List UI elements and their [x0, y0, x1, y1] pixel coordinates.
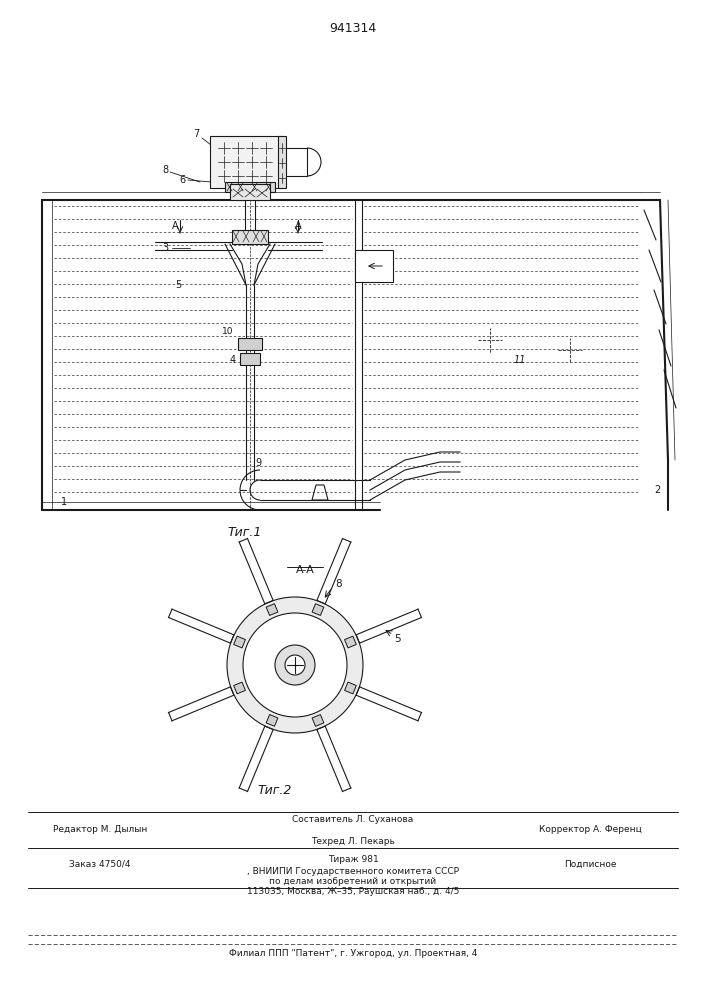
Text: 10: 10 — [222, 328, 234, 336]
Text: 941314: 941314 — [329, 21, 377, 34]
Text: Заказ 4750/4: Заказ 4750/4 — [69, 859, 131, 868]
Text: 2: 2 — [654, 485, 660, 495]
Text: 8: 8 — [162, 165, 168, 175]
Polygon shape — [266, 604, 278, 615]
Text: 1: 1 — [61, 497, 67, 507]
Text: 113035, Москва, Ж–35, Раушская наб., д. 4/5: 113035, Москва, Ж–35, Раушская наб., д. … — [247, 888, 459, 896]
Circle shape — [275, 645, 315, 685]
Polygon shape — [312, 604, 324, 615]
Bar — [278, 136, 286, 188]
Text: Подписное: Подписное — [563, 859, 617, 868]
Bar — [232, 230, 268, 244]
Polygon shape — [344, 682, 356, 694]
Polygon shape — [234, 682, 245, 694]
Text: 11: 11 — [514, 355, 526, 365]
Circle shape — [285, 655, 305, 675]
Text: A: A — [172, 221, 178, 231]
Circle shape — [227, 597, 363, 733]
Bar — [240, 353, 260, 365]
Bar — [230, 184, 270, 200]
Polygon shape — [234, 636, 245, 648]
Circle shape — [243, 613, 347, 717]
Text: 8: 8 — [335, 579, 341, 589]
Text: Редактор М. Дылын: Редактор М. Дылын — [53, 826, 147, 834]
Polygon shape — [312, 715, 324, 726]
Text: Составитель Л. Суханова: Составитель Л. Суханова — [293, 816, 414, 824]
Text: 7: 7 — [193, 129, 199, 139]
Text: по делам изобретений и открытий: по делам изобретений и открытий — [269, 878, 436, 886]
Text: 5: 5 — [394, 634, 401, 644]
Text: , ВНИИПИ Государственного комитета СССР: , ВНИИПИ Государственного комитета СССР — [247, 867, 459, 876]
Bar — [225, 182, 275, 192]
Text: 9: 9 — [255, 458, 261, 468]
Text: A: A — [295, 221, 301, 231]
Bar — [210, 136, 282, 188]
Polygon shape — [266, 715, 278, 726]
Text: Корректор А. Ференц: Корректор А. Ференц — [539, 826, 641, 834]
Text: 6: 6 — [179, 175, 185, 185]
Text: Филиал ППП "Патент", г. Ужгород, ул. Проектная, 4: Филиал ППП "Патент", г. Ужгород, ул. Про… — [229, 950, 477, 958]
Polygon shape — [344, 636, 356, 648]
Text: Τиг.1: Τиг.1 — [228, 526, 262, 538]
Text: A-A: A-A — [296, 565, 315, 575]
Bar — [355, 250, 393, 282]
Bar — [238, 338, 262, 350]
Text: 4: 4 — [230, 355, 236, 365]
Text: Техред Л. Пекарь: Техред Л. Пекарь — [311, 838, 395, 846]
Text: Τиг.2: Τиг.2 — [258, 784, 292, 796]
Text: 3: 3 — [162, 243, 168, 253]
Text: 5: 5 — [175, 280, 181, 290]
Text: Тираж 981: Тираж 981 — [327, 856, 378, 864]
